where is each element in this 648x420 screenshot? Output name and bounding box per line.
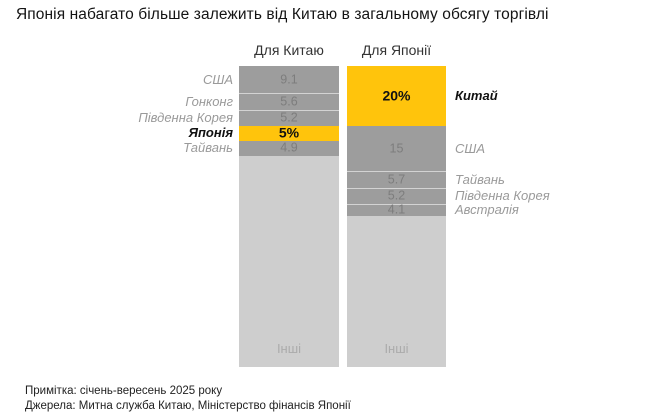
segment-value: 5.2 — [387, 188, 406, 203]
category-label: США — [455, 140, 486, 156]
bar-segment: 5% — [239, 124, 339, 141]
column-header: Для Китаю — [254, 42, 324, 58]
category-label: США — [202, 71, 233, 87]
bar-segment: 4.1 — [347, 202, 446, 217]
category-label: Австралія — [455, 202, 519, 218]
segment-value: 9.1 — [280, 72, 298, 87]
column-header: Для Японії — [361, 42, 432, 58]
category-label: Тайвань — [183, 140, 233, 156]
bar-segment: 20% — [347, 66, 446, 127]
chart-title: Японія набагато більше залежить від Кита… — [16, 6, 549, 23]
category-label: Південна Корея — [138, 110, 233, 126]
bar-segment: 5.2 — [239, 110, 339, 126]
bar-segment: Інші — [347, 216, 446, 367]
others-label: Інші — [276, 340, 302, 356]
category-label: Китай — [455, 88, 498, 104]
footnote-sources: Джерела: Митна служба Китаю, Міністерств… — [25, 400, 351, 412]
bar-segment: 5.7 — [347, 171, 446, 189]
bar-segment: 5.6 — [239, 93, 339, 111]
stacked-bar-column-1: 20% 15 5.7 5.2 4.1 Інші — [347, 66, 446, 367]
stacked-bar-column-0: 9.1 5.6 5.2 5% 4.9 Інші — [239, 66, 339, 367]
segment-value: 5.2 — [280, 110, 298, 125]
category-label: Японія — [188, 125, 233, 141]
bar-segment: 15 — [347, 126, 446, 172]
segment-value: 20% — [382, 87, 411, 104]
category-label: Гонконг — [185, 93, 233, 109]
segment-value: 5.6 — [280, 94, 298, 109]
others-label: Інші — [384, 340, 409, 356]
category-label: Південна Корея — [455, 188, 550, 204]
segment-value: 5% — [278, 124, 300, 141]
bar-segment: Інші — [239, 155, 339, 367]
segment-value: 4.9 — [280, 140, 298, 155]
bar-segment: 9.1 — [239, 66, 339, 94]
segment-value: 5.7 — [387, 172, 406, 187]
segment-value: 15 — [389, 141, 404, 156]
footnote-period: Примітка: січень-вересень 2025 року — [25, 385, 223, 397]
category-label: Тайвань — [455, 171, 505, 187]
bar-segment: 4.9 — [239, 140, 339, 156]
bar-segment: 5.2 — [347, 188, 446, 205]
segment-value: 4.1 — [387, 202, 406, 217]
